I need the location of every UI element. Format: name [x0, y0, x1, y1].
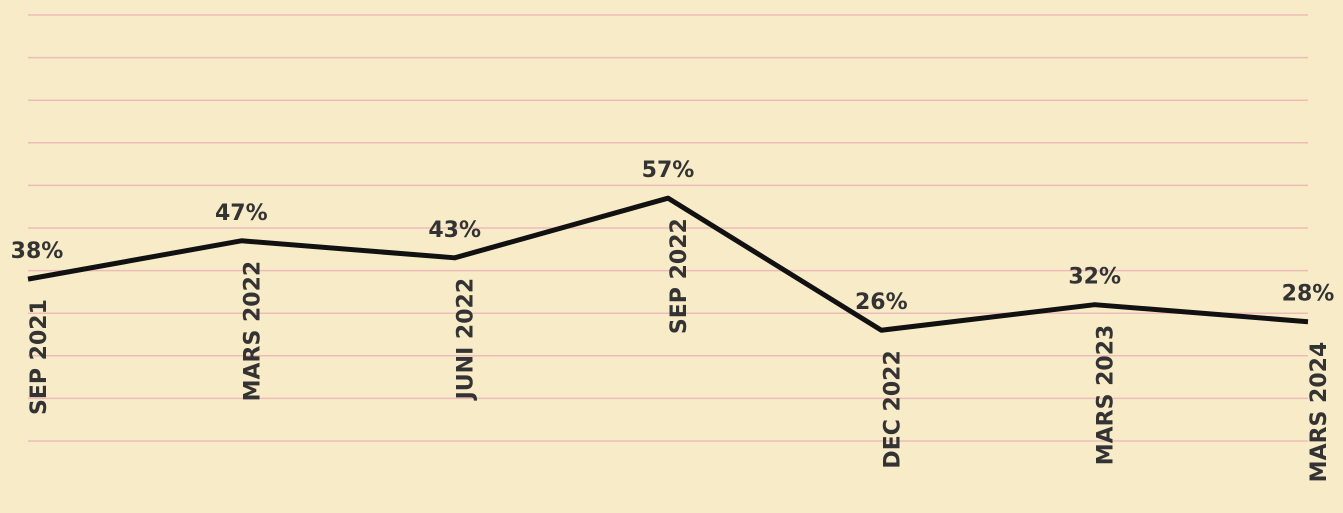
x-tick-label: MARS 2023 — [1094, 325, 1119, 466]
value-label: 32% — [1068, 265, 1121, 290]
value-label: 57% — [642, 158, 695, 183]
value-label: 43% — [428, 218, 481, 243]
data-line — [27, 195, 1309, 333]
x-tick-label: JUNI 2022 — [454, 278, 479, 402]
x-tick-label: SEP 2021 — [27, 299, 52, 415]
value-label: 38% — [11, 239, 64, 264]
value-label: 28% — [1282, 282, 1335, 307]
x-tick-label: MARS 2024 — [1307, 342, 1332, 483]
x-tick-label: DEC 2022 — [880, 350, 905, 468]
x-tick-label: MARS 2022 — [240, 261, 265, 402]
value-label: 47% — [215, 201, 268, 226]
value-label: 26% — [855, 290, 908, 315]
x-tick-label: SEP 2022 — [667, 218, 692, 334]
